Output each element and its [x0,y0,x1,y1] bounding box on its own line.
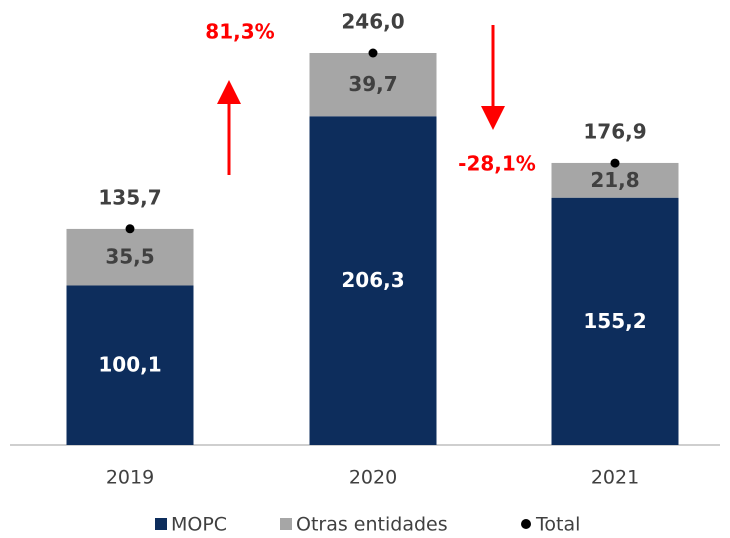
value-label: 21,8 [590,168,639,192]
total-dot [368,48,378,58]
legend-label: Otras entidades [296,514,448,536]
legend-marker [280,518,292,530]
annotation: 81,3% [205,20,274,44]
total-label: 176,9 [583,120,646,144]
annotation: -28,1% [458,152,536,176]
total-dot [125,224,135,234]
bar-segment [551,197,679,445]
legend-marker [521,519,531,529]
total-dot [610,158,620,168]
legend-marker [155,518,167,530]
bar-segment [551,162,679,198]
total-label: 246,0 [341,10,404,34]
x-tick-label: 2020 [349,467,397,489]
value-label: 35,5 [105,245,154,269]
legend-label: MOPC [171,514,227,536]
value-label: 100,1 [98,353,161,377]
bar-segment [309,116,437,446]
value-label: 206,3 [341,268,404,292]
bar-segment [66,285,194,445]
x-tick-label: 2021 [591,467,639,489]
value-label: 155,2 [583,309,646,333]
value-label: 39,7 [348,72,397,96]
total-label: 135,7 [98,185,161,209]
bar-segment [309,53,437,117]
x-tick-label: 2019 [106,467,154,489]
bar-segment [66,228,194,286]
legend-label: Total [535,514,580,536]
